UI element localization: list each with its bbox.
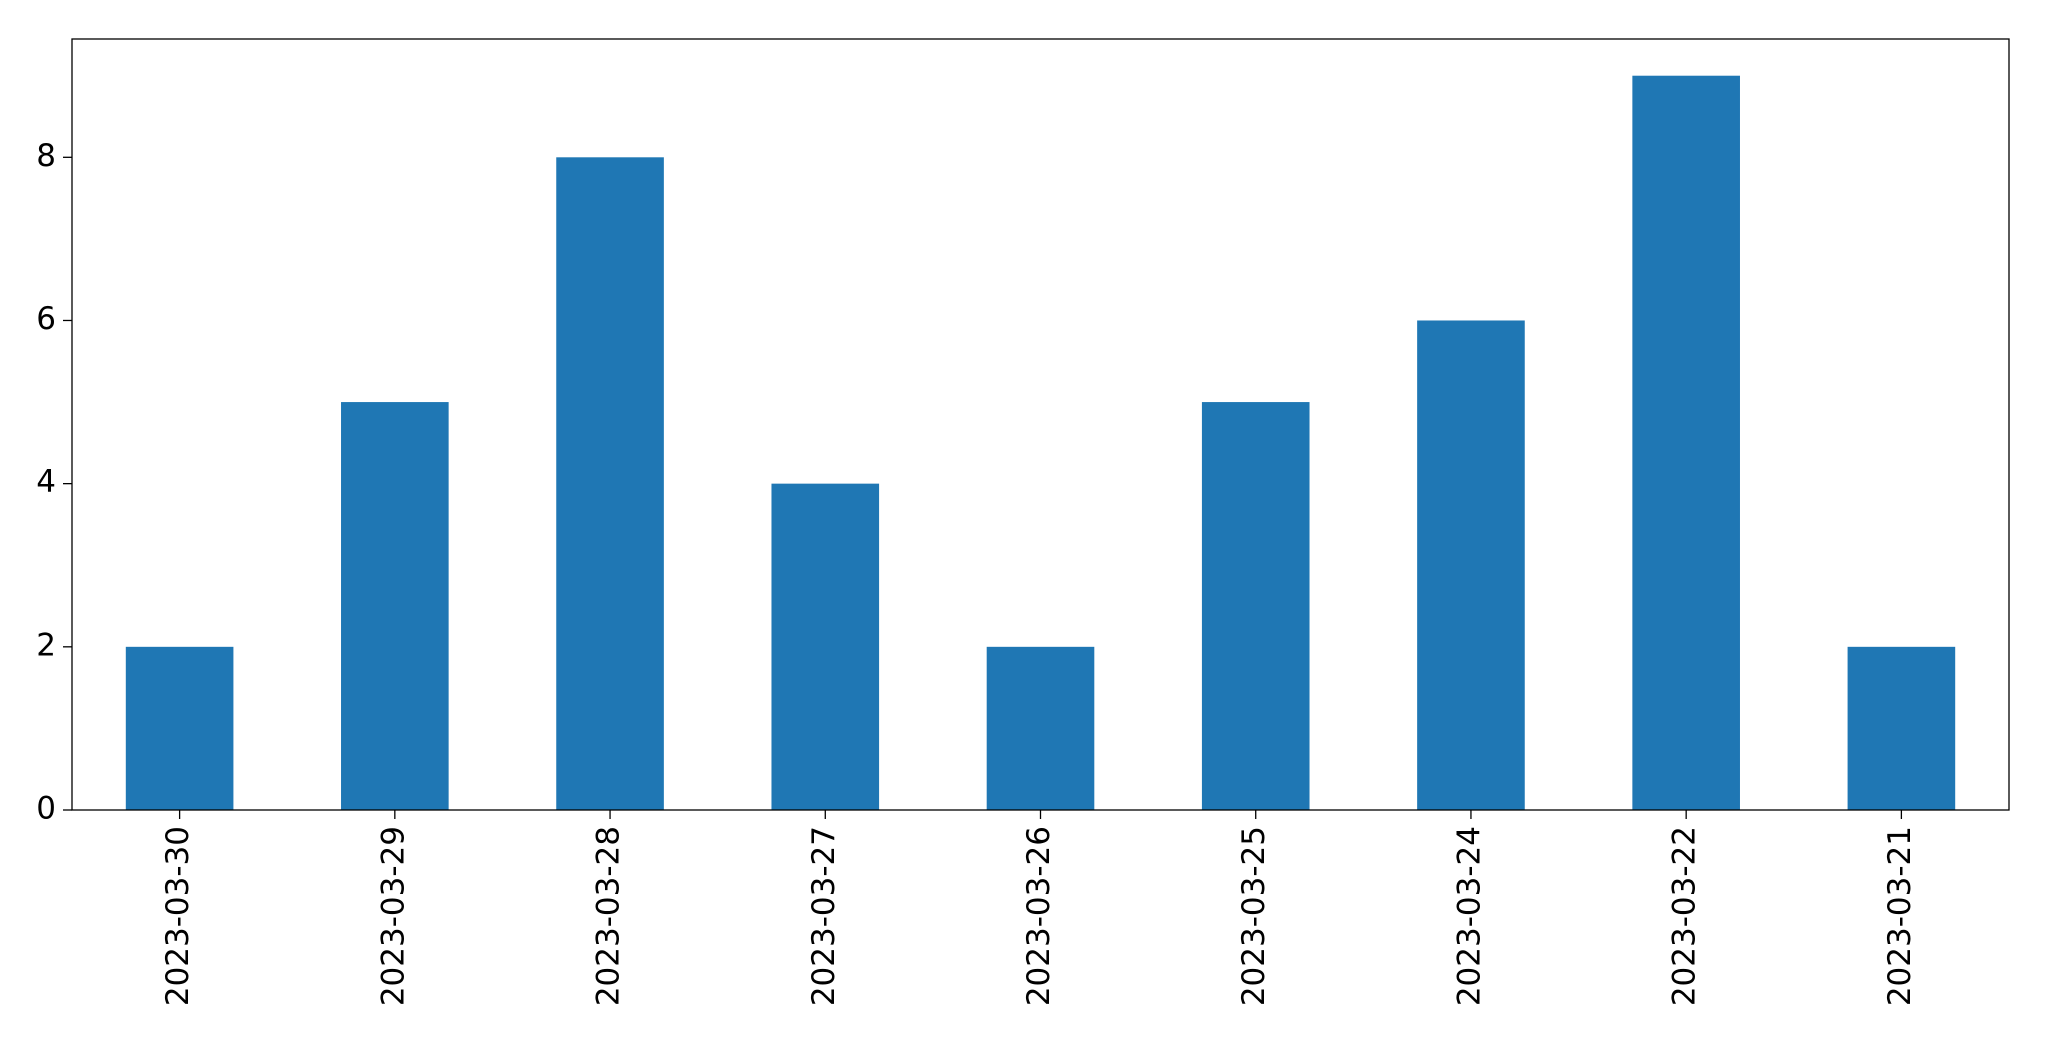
x-tick-label: 2023-03-26 — [1021, 826, 1057, 1006]
bar — [986, 646, 1095, 810]
y-tick-label: 2 — [36, 627, 56, 663]
x-tick-label: 2023-03-22 — [1667, 826, 1703, 1006]
bar — [1632, 75, 1740, 810]
x-tick-label: 2023-03-29 — [375, 826, 411, 1006]
bar — [341, 402, 449, 810]
bar — [556, 157, 664, 811]
x-tick-label: 2023-03-24 — [1451, 826, 1487, 1006]
x-tick-label: 2023-03-28 — [591, 826, 627, 1006]
bar — [125, 646, 234, 810]
x-tick-label: 2023-03-27 — [806, 826, 842, 1006]
x-tick-label: 2023-03-25 — [1236, 826, 1272, 1006]
bar — [1847, 646, 1956, 810]
x-tick-label: 2023-03-30 — [160, 826, 196, 1006]
bar — [771, 483, 880, 810]
x-tick-label: 2023-03-21 — [1882, 826, 1918, 1006]
bar — [1417, 320, 1525, 810]
y-tick-label: 8 — [36, 138, 56, 174]
bar — [1201, 402, 1310, 810]
y-tick-label: 0 — [36, 791, 56, 827]
y-tick-label: 4 — [36, 464, 56, 500]
y-tick-label: 6 — [36, 301, 56, 337]
